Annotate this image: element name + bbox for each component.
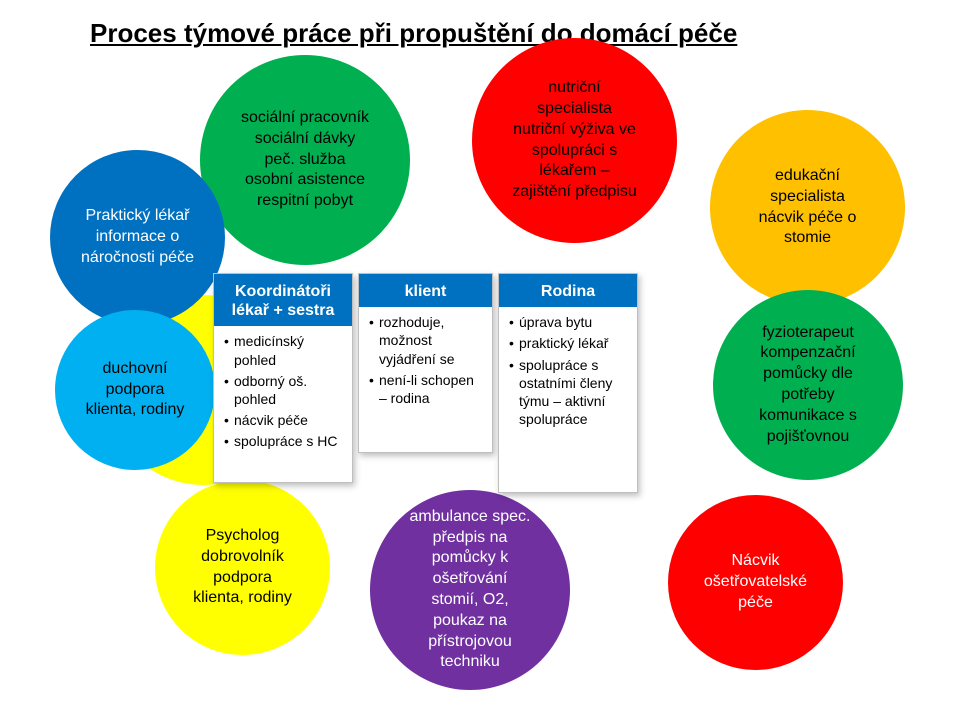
card-body: úprava bytu praktický lékař spolupráce s o… [499,307,637,441]
circle-ambulance-line: techniku [440,652,500,673]
circle-fyzio-line: pomůcky dle [763,364,853,385]
circle-top_red-line: spolupráci s [532,141,617,162]
card-item: není-li schopen – rodina [367,371,484,407]
page-title: Proces týmové práce při propuštění do do… [90,18,737,49]
circle-ambulance-line: ambulance spec. [410,507,531,528]
circle-top_red: nutričníspecialistanutriční výživa vespo… [472,38,677,243]
circle-ambulance-line: stomií, O2, [431,590,508,611]
card-item: medicínský pohled [222,332,344,368]
circle-fyzio-line: pojišťovnou [767,427,850,448]
circle-fyzio-line: fyzioterapeut [762,323,854,344]
card-header: Rodina [499,274,637,307]
circle-left_blue: Praktický lékařinformace onáročnosti péč… [50,150,225,325]
circle-fyzio-line: komunikace s [759,406,857,427]
circle-nacvik-line: péče [738,593,773,614]
circle-ambulance-line: přístrojovou [428,632,512,653]
circle-orange-line: edukační [775,166,840,187]
card-item: odborný oš. pohled [222,372,344,408]
card-item: rozhoduje, možnost vyjádření se [367,313,484,368]
circle-ambulance: ambulance spec.předpis napomůcky košetřo… [370,490,570,690]
circle-green-line: sociální pracovník [241,108,369,129]
circle-cyan-line: podpora [106,380,165,401]
circle-psycholog-line: dobrovolník [201,547,284,568]
card-item: nácvik péče [222,411,344,429]
circle-ambulance-line: předpis na [433,528,508,549]
circle-green-line: respitní pobyt [257,191,353,212]
circle-ambulance-line: ošetřování [433,569,508,590]
circle-psycholog-line: podpora [213,568,272,589]
circle-fyzio: fyzioterapeutkompenzačnípomůcky dlepotře… [713,290,903,480]
circle-psycholog-line: Psycholog [206,526,280,547]
card-0: Koordinátořilékař + sestramedicínský poh… [213,273,353,483]
circle-nacvik: Nácvikošetřovatelsképéče [668,495,843,670]
circle-cyan-line: duchovní [103,359,168,380]
card-body: rozhoduje, možnost vyjádření senení-li s… [359,307,492,420]
circle-psycholog: Psychologdobrovolníkpodporaklienta, rodi… [155,480,330,655]
card-2: Rodina úprava bytu praktický lékař spoluprá… [498,273,638,493]
circle-top_red-line: lékařem – [539,161,609,182]
circle-fyzio-line: potřeby [781,385,834,406]
card-header: Koordinátořilékař + sestra [214,274,352,326]
circle-ambulance-line: pomůcky k [432,548,508,569]
circle-nacvik-line: ošetřovatelské [704,572,807,593]
circle-top_red-line: specialista [537,99,612,120]
circle-orange-line: stomie [784,228,831,249]
circle-green: sociální pracovníksociální dávkypeč. slu… [200,55,410,265]
card-header: klient [359,274,492,307]
circle-orange: edukačníspecialistanácvik péče ostomie [710,110,905,305]
circle-ambulance-line: poukaz na [433,611,507,632]
circle-nacvik-line: Nácvik [731,551,779,572]
circle-left_blue-line: Praktický lékař [85,206,189,227]
circle-orange-line: specialista [770,187,845,208]
card-item: spolupráce s HC [222,432,344,450]
card-body: medicínský pohled odborný oš. pohled nácvi… [214,326,352,463]
circle-psycholog-line: klienta, rodiny [193,588,292,609]
circle-green-line: sociální dávky [255,129,356,150]
circle-top_red-line: nutriční [548,78,600,99]
card-item: úprava bytu [507,313,629,331]
circle-cyan: duchovnípodporaklienta, rodiny [55,310,215,470]
card-item: spolupráce s ostatními členy týmu – akti… [507,356,629,429]
circle-left_blue-line: informace o [96,227,180,248]
circle-left_blue-line: náročnosti péče [81,248,194,269]
circle-top_red-line: nutriční výživa ve [513,120,636,141]
card-1: klientrozhoduje, možnost vyjádření senen… [358,273,493,453]
circle-top_red-line: zajištění předpisu [512,182,637,203]
circle-fyzio-line: kompenzační [760,343,855,364]
circle-green-line: osobní asistence [245,170,365,191]
circle-orange-line: nácvik péče o [759,208,857,229]
circle-green-line: peč. služba [265,150,346,171]
card-item: praktický lékař [507,334,629,352]
circle-cyan-line: klienta, rodiny [86,400,185,421]
